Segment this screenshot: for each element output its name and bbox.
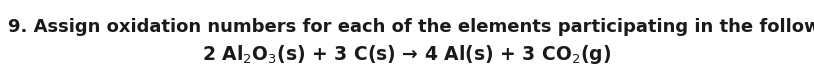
Text: 9. Assign oxidation numbers for each of the elements participating in the follow: 9. Assign oxidation numbers for each of … — [8, 18, 814, 36]
Text: 2 Al$_2$O$_3$(s) + 3 C(s) → 4 Al(s) + 3 CO$_2$(g): 2 Al$_2$O$_3$(s) + 3 C(s) → 4 Al(s) + 3 … — [203, 43, 611, 66]
